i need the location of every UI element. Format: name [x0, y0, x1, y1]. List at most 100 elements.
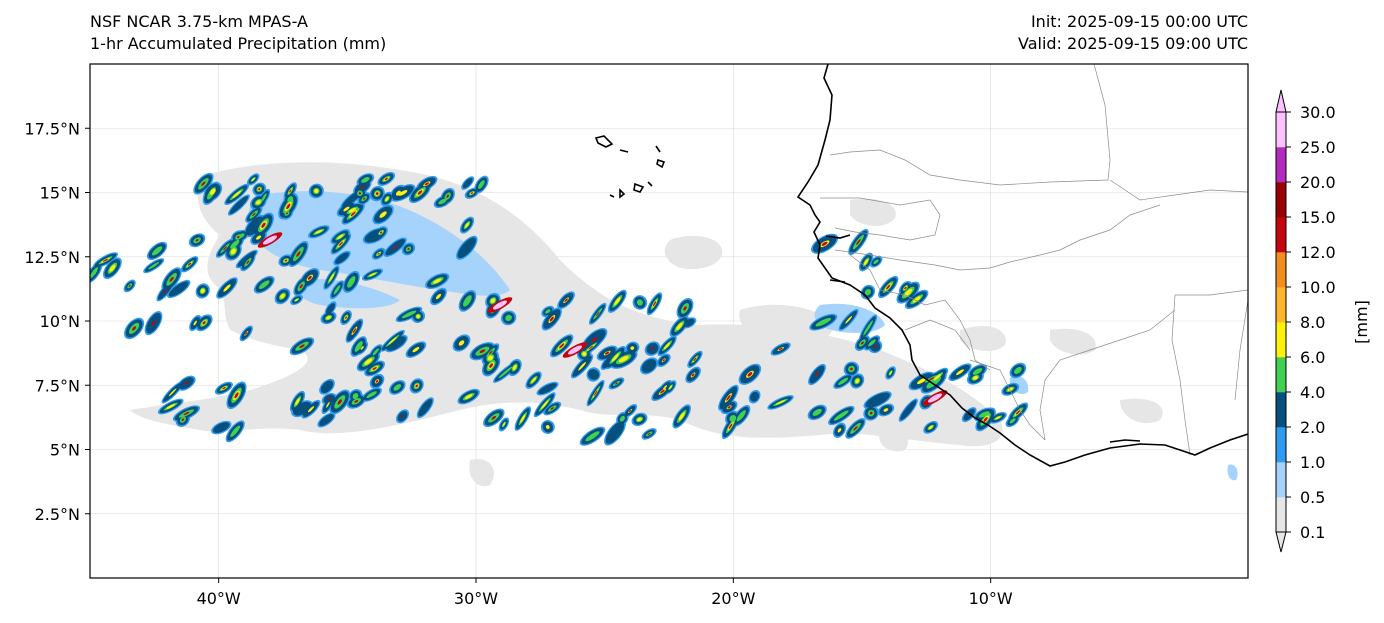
precip-cell-core — [337, 234, 344, 240]
precip-cell-core — [550, 407, 554, 410]
precip-cell-core — [379, 211, 387, 218]
model-title: NSF NCAR 3.75-km MPAS-A — [90, 12, 308, 31]
precip-cell-core — [611, 353, 619, 362]
precip-cell-core — [995, 416, 1001, 420]
precip-cell-core — [354, 341, 363, 352]
precip-cell-core — [531, 377, 537, 383]
precip-cell-core — [320, 380, 334, 394]
precip-cell-core — [505, 314, 512, 322]
precip-cell-core — [163, 288, 168, 294]
colorbar-swatch — [1276, 357, 1286, 393]
precip-cell-core — [338, 241, 344, 247]
precip-cell-core — [229, 195, 249, 215]
precip-cell-core — [728, 423, 733, 430]
colorbar-swatch — [1276, 462, 1286, 498]
precip-cell-core — [289, 189, 292, 193]
precip-cell-core — [375, 380, 379, 383]
precip-cell-core — [358, 192, 362, 195]
precip-cell-core — [491, 415, 497, 420]
precip-cell-core — [337, 399, 343, 405]
precip-cell-core — [181, 418, 185, 421]
precip-cell-core — [926, 376, 942, 389]
precip-cell-core — [326, 303, 335, 315]
precip-cell-core — [928, 377, 935, 381]
precip-cell-core — [956, 369, 964, 376]
precip-cell-core — [865, 392, 890, 408]
precip-cell-core — [286, 203, 291, 210]
lon-tick-label: 40°W — [197, 589, 241, 608]
precip-cell-core — [591, 336, 598, 342]
precip-cell-core — [549, 316, 554, 322]
colorbar-swatch — [1276, 252, 1286, 288]
precip-cell-core — [245, 216, 264, 236]
lon-tick-label: 30°W — [454, 589, 498, 608]
precip-cell-core — [489, 363, 493, 368]
colorbar-level-label: 0.1 — [1300, 523, 1325, 542]
precip-cell-core — [401, 415, 404, 418]
precip-cell-core — [151, 246, 163, 256]
precip-cell-core — [415, 384, 418, 388]
precip-cell-core — [815, 317, 832, 327]
colorbar-level-label: 1.0 — [1300, 453, 1325, 472]
precip-cell-core — [148, 262, 160, 270]
precip-cell-core — [446, 194, 449, 198]
precip-cell-core — [418, 398, 433, 417]
precip-cell-core — [479, 349, 486, 354]
colorbar-level-label: 4.0 — [1300, 383, 1325, 402]
precip-cell-core — [933, 374, 942, 381]
field-title: 1-hr Accumulated Precipitation (mm) — [90, 34, 387, 53]
lat-tick-label: 12.5°N — [24, 248, 80, 267]
precip-cell-core — [540, 400, 549, 410]
precip-cell-core — [983, 416, 988, 423]
precip-cell-core — [972, 375, 978, 380]
precip-cell-core — [853, 426, 858, 431]
precip-cell-core — [295, 397, 300, 406]
precip-cell-core — [815, 372, 819, 377]
colorbar-level-label: 6.0 — [1300, 348, 1325, 367]
colorbar-level-label: 2.0 — [1300, 418, 1325, 437]
precip-cell-core — [258, 280, 270, 290]
precip-cell-core — [619, 415, 625, 422]
precip-cell-core — [502, 422, 506, 427]
precip-cell-core — [833, 410, 849, 421]
precip-cell-core — [463, 295, 472, 307]
precip-cell-core — [869, 411, 873, 415]
precip-cell-core — [319, 414, 334, 426]
precip-cell-core — [102, 258, 109, 262]
precip-cell-core — [900, 400, 917, 421]
precip-cell-core — [868, 339, 876, 347]
precip-cell-core — [232, 190, 242, 199]
precip-cell-core — [736, 410, 746, 422]
precip-cell-core — [618, 356, 629, 363]
precip-cell-core — [587, 369, 600, 380]
precip-cell-core — [261, 222, 266, 228]
colorbar-unit-label: [mm] — [1352, 300, 1371, 344]
precip-cell-core — [109, 264, 116, 272]
precip-cell-core — [314, 188, 319, 194]
map-content — [90, 64, 1248, 487]
precip-cell-core — [660, 389, 665, 394]
precip-cell-core — [726, 394, 731, 401]
precip-cell-core — [582, 351, 587, 356]
precip-cell-core — [343, 206, 350, 212]
precip-cell-core — [350, 211, 356, 217]
precip-cell-core — [678, 412, 685, 421]
precip-cell-core — [372, 348, 379, 356]
colorbar-extend-max — [1275, 89, 1287, 113]
colorbar-swatch — [1276, 112, 1286, 148]
precip-cell-core — [545, 425, 550, 429]
precip-max-cell — [262, 235, 278, 245]
precip-cell-core — [230, 425, 241, 438]
figure-title-left: NSF NCAR 3.75-km MPAS-A 1-hr Accumulated… — [90, 11, 386, 55]
precip-cell-core — [384, 177, 388, 181]
precip-cell-core — [972, 368, 983, 375]
colorbar-level-label: 15.0 — [1300, 208, 1336, 227]
init-time: Init: 2025-09-15 00:00 UTC — [1030, 12, 1248, 31]
precip-cell-core — [861, 341, 864, 345]
precip-cell-core — [151, 320, 156, 326]
precip-cell-core — [821, 241, 828, 246]
precip-cell-core — [630, 346, 635, 350]
colorbar: 0.1 0.5 1.0 2.0 4.0 6.0 8.0 10.0 12.0 15.0 20.0 25.… — [1275, 89, 1371, 553]
precip-cell-core — [750, 391, 760, 402]
precip-cell-core — [652, 301, 657, 307]
